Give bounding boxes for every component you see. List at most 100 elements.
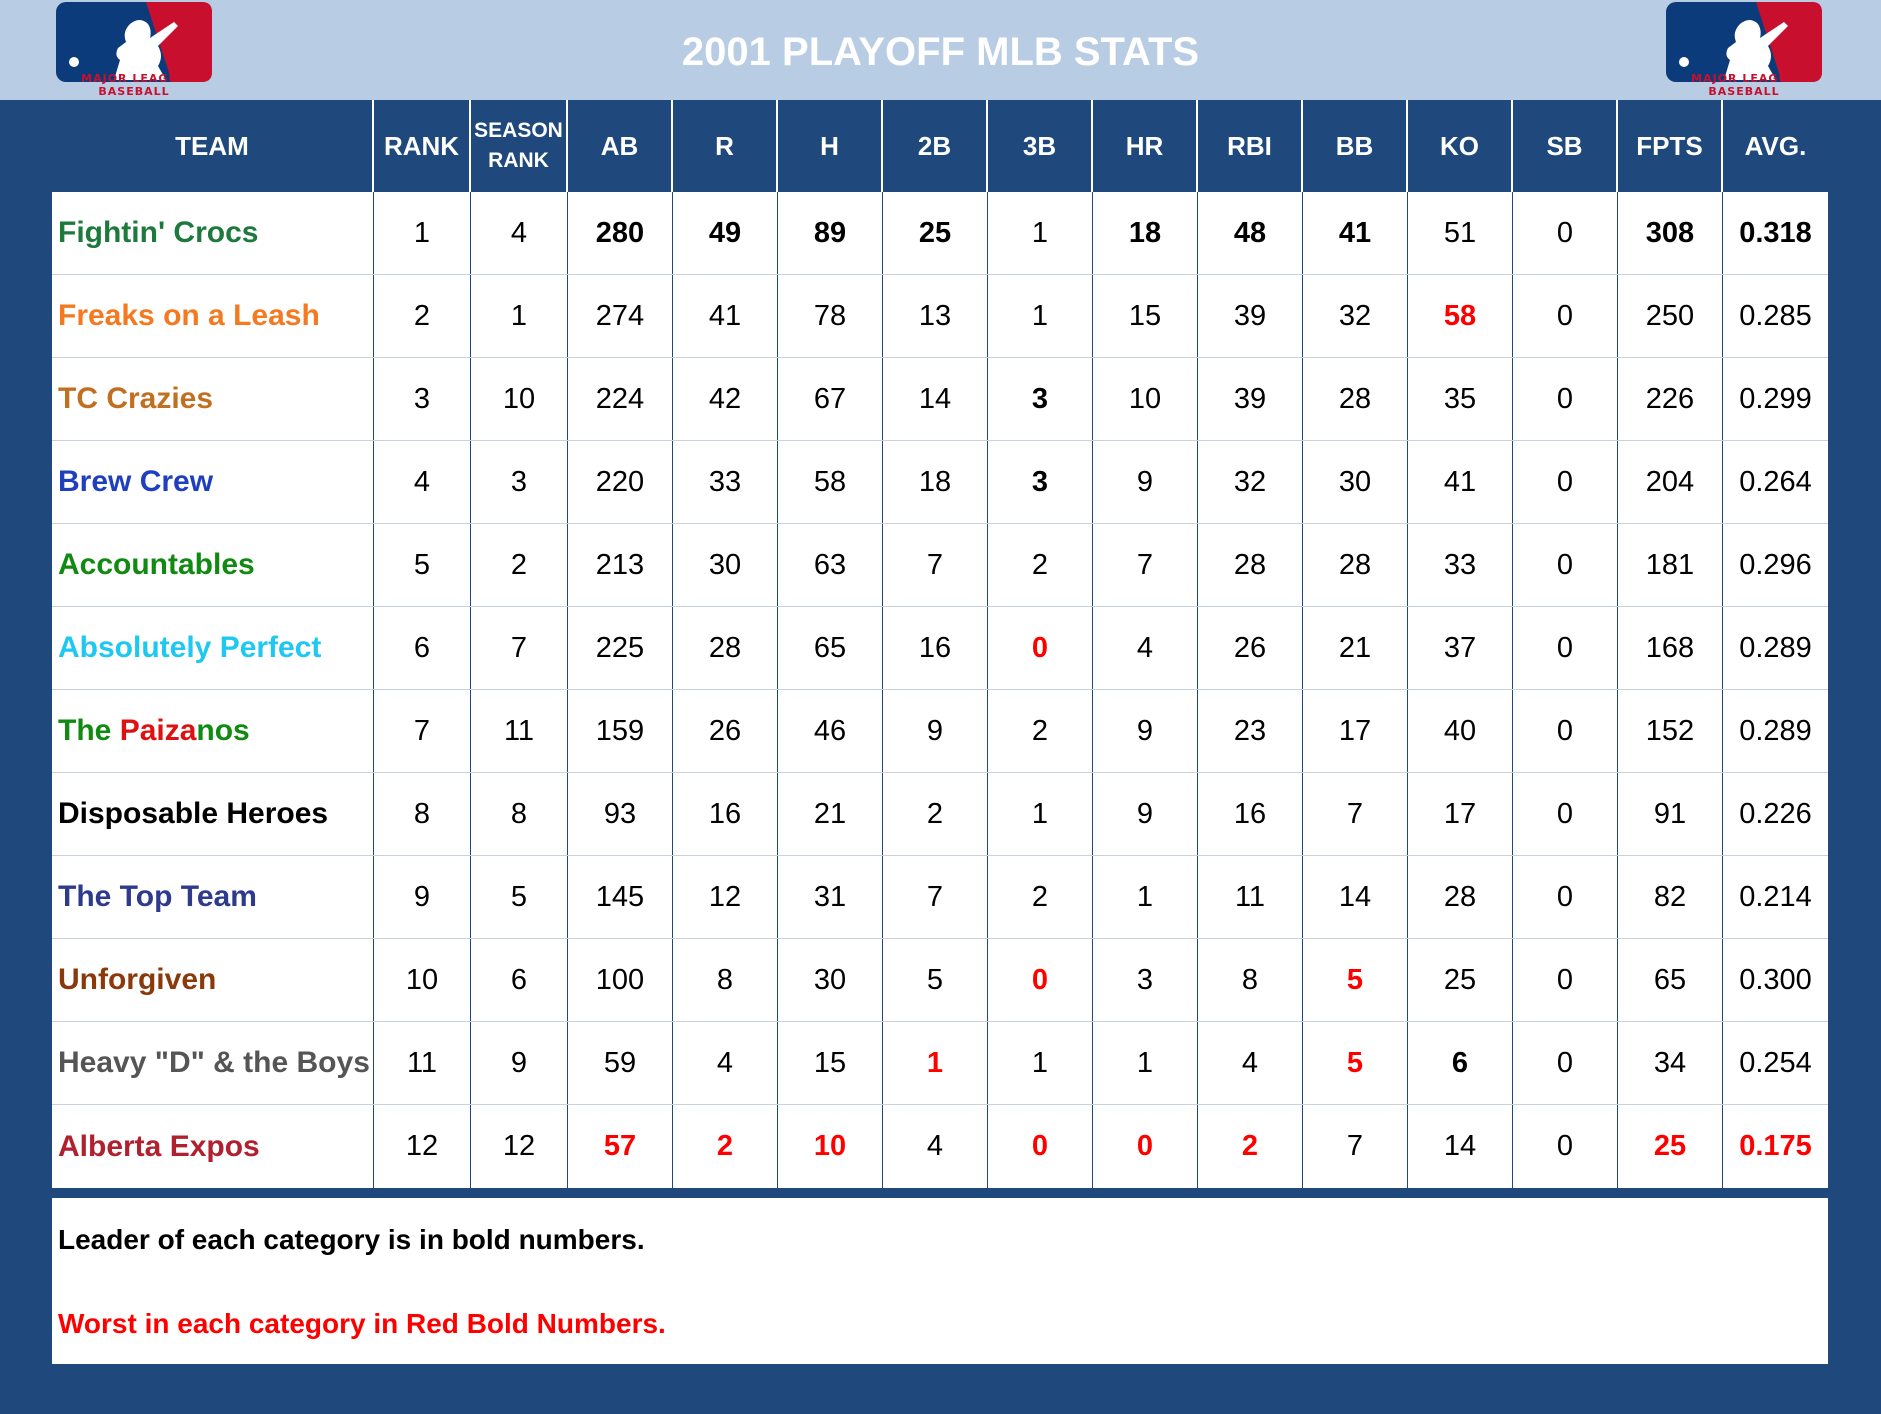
cell-3b: 1: [988, 275, 1093, 357]
cell-h: 63: [778, 524, 883, 606]
cell-season-rank: 5: [471, 856, 568, 938]
cell-season-rank: 8: [471, 773, 568, 855]
cell-3b: 1: [988, 773, 1093, 855]
cell-3b: 1: [988, 192, 1093, 274]
cell-ko: 6: [1408, 1022, 1513, 1104]
cell-bb: 5: [1303, 1022, 1408, 1104]
cell-hr: 4: [1093, 607, 1198, 689]
cell-ab: 57: [568, 1105, 673, 1188]
cell-ab: 93: [568, 773, 673, 855]
cell-fpts: 65: [1618, 939, 1723, 1021]
column-header-3b: 3B: [988, 100, 1093, 192]
cell-season-rank: 2: [471, 524, 568, 606]
cell-avg: 0.264: [1739, 465, 1812, 498]
cell-r: 8: [673, 939, 778, 1021]
cell-bb: 21: [1303, 607, 1408, 689]
table-row: The Top Team 9 5 145 12 31 7 2 1 11 14 28 0 82 0.214: [52, 856, 1828, 939]
cell-h: 10: [778, 1105, 883, 1188]
cell-ab: 280: [568, 192, 673, 274]
cell-sb: 0: [1513, 607, 1618, 689]
cell-h: 89: [778, 192, 883, 274]
column-header-season-rank: SEASON RANK: [471, 100, 568, 192]
cell-rank: 2: [374, 275, 471, 357]
cell-h: 65: [778, 607, 883, 689]
cell-3b: 0: [988, 939, 1093, 1021]
column-header-fpts: FPTS: [1618, 100, 1723, 192]
cell-fpts: 152: [1618, 690, 1723, 772]
cell-ko: 35: [1408, 358, 1513, 440]
cell-bb: 41: [1303, 192, 1408, 274]
cell-avg: 0.226: [1739, 797, 1812, 830]
column-header-rbi: RBI: [1198, 100, 1303, 192]
table-row: Disposable Heroes 8 8 93 16 21 2 1 9 16 7 17 0 91 0.22…: [52, 773, 1828, 856]
cell-hr: 15: [1093, 275, 1198, 357]
cell-h: 67: [778, 358, 883, 440]
cell-2b: 2: [883, 773, 988, 855]
cell-hr: 1: [1093, 1022, 1198, 1104]
cell-h: 21: [778, 773, 883, 855]
cell-sb: 0: [1513, 1105, 1618, 1188]
cell-fpts: 181: [1618, 524, 1723, 606]
cell-rank: 11: [374, 1022, 471, 1104]
cell-sb: 0: [1513, 524, 1618, 606]
cell-2b: 9: [883, 690, 988, 772]
cell-2b: 14: [883, 358, 988, 440]
cell-rbi: 32: [1198, 441, 1303, 523]
cell-3b: 1: [988, 1022, 1093, 1104]
cell-2b: 7: [883, 856, 988, 938]
cell-season-rank: 10: [471, 358, 568, 440]
cell-hr: 18: [1093, 192, 1198, 274]
cell-rbi: 48: [1198, 192, 1303, 274]
cell-rbi: 4: [1198, 1022, 1303, 1104]
table-row: Alberta Expos 12 12 57 2 10 4 0 0 2 7 14 0 25 0.175: [52, 1105, 1828, 1188]
cell-ko: 14: [1408, 1105, 1513, 1188]
cell-2b: 16: [883, 607, 988, 689]
cell-season-rank: 7: [471, 607, 568, 689]
mlb-batter-logo-icon: [56, 2, 212, 82]
table-row: Unforgiven 10 6 100 8 30 5 0 3 8 5 25 0 65 0.300: [52, 939, 1828, 1022]
cell-hr: 10: [1093, 358, 1198, 440]
cell-season-rank: 4: [471, 192, 568, 274]
cell-3b: 2: [988, 856, 1093, 938]
cell-r: 41: [673, 275, 778, 357]
logo-caption: MAJOR LEAGUE BASEBALL: [81, 72, 187, 98]
cell-sb: 0: [1513, 773, 1618, 855]
team-name: Freaks on a Leash: [52, 275, 374, 357]
legend-notes: Leader of each category is in bold numbe…: [52, 1198, 1828, 1364]
note-leader: Leader of each category is in bold numbe…: [58, 1224, 645, 1255]
page-title: 2001 PLAYOFF MLB STATS: [681, 30, 1200, 74]
cell-3b: 2: [988, 524, 1093, 606]
cell-rbi: 16: [1198, 773, 1303, 855]
cell-sb: 0: [1513, 939, 1618, 1021]
cell-bb: 14: [1303, 856, 1408, 938]
cell-bb: 28: [1303, 358, 1408, 440]
column-header-rank: RANK: [374, 100, 471, 192]
cell-fpts: 204: [1618, 441, 1723, 523]
team-name: TC Crazies: [52, 358, 374, 440]
cell-hr: 1: [1093, 856, 1198, 938]
team-name: Disposable Heroes: [52, 773, 374, 855]
team-name: Brew Crew: [52, 441, 374, 523]
cell-2b: 1: [883, 1022, 988, 1104]
cell-ab: 100: [568, 939, 673, 1021]
cell-avg: 0.214: [1739, 880, 1812, 913]
table-row: Freaks on a Leash 2 1 274 41 78 13 1 15 39 32 58 0 25…: [52, 275, 1828, 358]
cell-bb: 5: [1303, 939, 1408, 1021]
team-name: Fightin' Crocs: [52, 192, 374, 274]
cell-bb: 7: [1303, 773, 1408, 855]
cell-r: 30: [673, 524, 778, 606]
cell-r: 49: [673, 192, 778, 274]
table-row: Brew Crew 4 3 220 33 58 18 3 9 32 30 41 0 204 0.264: [52, 441, 1828, 524]
cell-hr: 9: [1093, 773, 1198, 855]
cell-ab: 159: [568, 690, 673, 772]
cell-fpts: 25: [1618, 1105, 1723, 1188]
cell-rank: 10: [374, 939, 471, 1021]
cell-bb: 28: [1303, 524, 1408, 606]
cell-ko: 28: [1408, 856, 1513, 938]
cell-sb: 0: [1513, 1022, 1618, 1104]
cell-ko: 17: [1408, 773, 1513, 855]
cell-rank: 9: [374, 856, 471, 938]
column-header-h: H: [778, 100, 883, 192]
cell-avg: 0.175: [1739, 1130, 1812, 1162]
cell-rank: 5: [374, 524, 471, 606]
